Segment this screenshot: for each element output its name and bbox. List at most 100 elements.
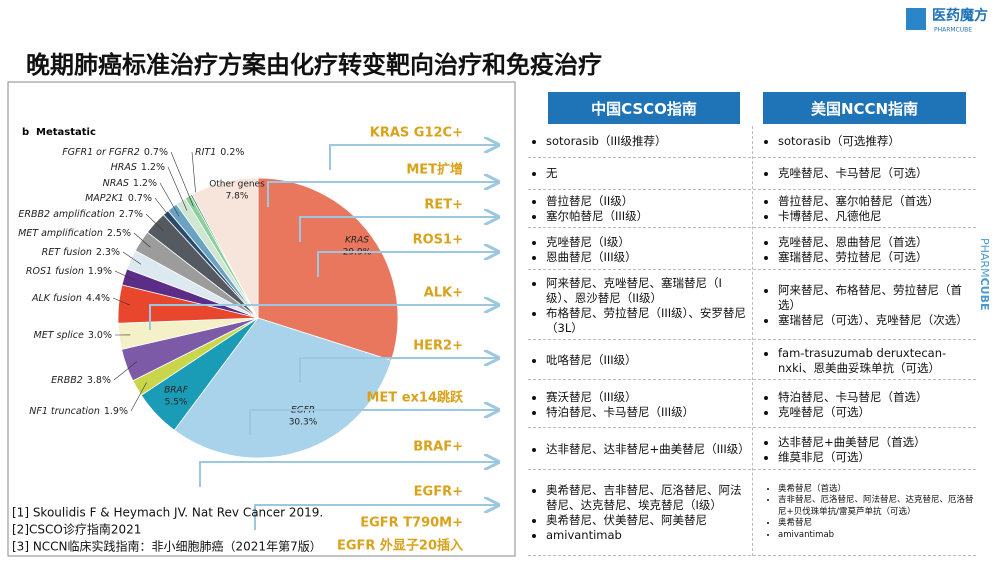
slice-value: 5.5%	[165, 398, 188, 408]
arrow	[299, 217, 498, 242]
target-label: BRAF+	[413, 440, 463, 455]
slice-value: 1.2%	[133, 178, 157, 189]
figure-frame	[7, 81, 516, 557]
drug-item: fam-trasuzumab deruxtecan-nxki、恩美曲妥珠单抗（可…	[778, 346, 974, 376]
slice-category: MET splice	[34, 330, 85, 341]
leader-line	[167, 166, 188, 211]
slice-value: 3.8%	[87, 375, 111, 386]
arrow	[299, 358, 498, 383]
slice-value: 0.2%	[220, 147, 244, 158]
drug-item: 阿来替尼、布格替尼、劳拉替尼（首选）	[778, 283, 974, 313]
slice-value: 2.5%	[107, 228, 131, 239]
side-brand: PHARMCUBE	[978, 238, 991, 310]
slice-category: RET fusion	[42, 247, 92, 258]
slice-value: 1.9%	[88, 266, 112, 277]
drug-list: fam-trasuzumab deruxtecan-nxki、恩美曲妥珠单抗（可…	[760, 346, 974, 376]
slice-category: MAP2K1	[85, 193, 124, 204]
drug-list: sotorasib（可选推荐）	[760, 134, 900, 149]
drug-list: 普拉替尼、塞尔帕替尼（首选）卡博替尼、凡德他尼	[760, 194, 939, 224]
slice-value: 30.3%	[289, 418, 318, 428]
slice-label: KRAS	[345, 236, 369, 246]
drug-list: 无	[528, 166, 558, 181]
slice-value: 4.4%	[86, 293, 110, 304]
slice-category: RIT1	[195, 147, 216, 158]
target-label: KRAS G12C+	[370, 126, 463, 141]
target-label: RET+	[424, 198, 463, 213]
slice-value: 0.7%	[128, 193, 152, 204]
drug-list: 达非替尼+曲美替尼（首选）维莫非尼（可选）	[760, 435, 926, 465]
drug-list: 吡咯替尼（III级）	[528, 353, 637, 368]
drug-item: 普拉替尼（II级）	[546, 194, 648, 209]
drug-list: 普拉替尼（II级）塞尔帕替尼（III级）	[528, 194, 648, 224]
slice-category: ROS1 fusion	[26, 266, 84, 277]
slice-category: NF1 truncation	[29, 406, 100, 417]
drug-list: 达非替尼、达非替尼+曲美替尼（III级）	[528, 442, 750, 457]
drug-item: 普拉替尼、塞尔帕替尼（首选）	[778, 194, 939, 209]
table-row: 普拉替尼（II级）塞尔帕替尼（III级） 普拉替尼、塞尔帕替尼（首选）卡博替尼、凡…	[528, 190, 976, 228]
drug-list: 克唑替尼、恩曲替尼（首选）塞瑞替尼、劳拉替尼（可选）	[760, 235, 928, 265]
leader-line	[130, 382, 147, 412]
references: [1] Skoulidis F & Heymach JV. Nat Rev Ca…	[12, 506, 323, 554]
pie-slice	[191, 177, 259, 319]
drug-list: 奥希替尼（首选）吉非替尼、厄洛替尼、阿法替尼、达克替尼、厄洛替尼+贝伐珠单抗/雷…	[760, 484, 974, 542]
drug-item: 无	[546, 166, 558, 181]
slice-value: 1.2%	[141, 162, 165, 173]
table-cell: 克唑替尼（I级）恩曲替尼（III级）	[528, 230, 750, 269]
drug-list: 赛沃替尼（III级）特泊替尼、卡马替尼（III级）	[528, 390, 694, 420]
drug-item: 达非替尼+曲美替尼（首选）	[778, 435, 926, 450]
drug-item: 布格替尼、劳拉替尼（III级）、安罗替尼（3L）	[546, 306, 750, 336]
slice-category: NRAS	[103, 178, 129, 189]
slice-value: 1.9%	[104, 406, 128, 417]
slice-category: MET amplification	[18, 228, 103, 239]
panel-label: b	[22, 127, 29, 138]
drug-item: 阿来替尼、克唑替尼、塞瑞替尼（I级）、恩沙替尼（II级）	[546, 276, 750, 306]
target-label: EGFR 外显子20插入	[337, 538, 463, 554]
slice-label: MET amplification 2.5%	[18, 228, 131, 239]
target-label: ROS1+	[413, 233, 463, 248]
arrow	[249, 410, 498, 435]
drug-item: 奥希替尼、伏美替尼、阿美替尼	[546, 513, 750, 528]
slice-category: FGFR1 or FGFR2	[62, 147, 140, 158]
slice-label: ERBB2 amplification 2.7%	[18, 209, 143, 220]
slice-category: ERBB2	[51, 375, 83, 386]
table-cell: sotorasib（III级推荐）	[528, 126, 750, 157]
drug-item: 奥希替尼	[778, 518, 974, 530]
drug-item: 克唑替尼、卡马替尼（可选）	[778, 166, 928, 181]
drug-item: 赛沃替尼（III级）	[546, 390, 694, 405]
slice-category: ALK fusion	[31, 293, 82, 304]
slice-label: ALK fusion 4.4%	[31, 293, 110, 304]
slice-label: NRAS 1.2%	[103, 178, 157, 189]
drug-item: 奥希替尼、吉非替尼、厄洛替尼、阿法替尼、达克替尼、埃克替尼（I级）	[546, 483, 750, 513]
table-row: 阿来替尼、克唑替尼、塞瑞替尼（I级）、恩沙替尼（II级）布格替尼、劳拉替尼（II…	[528, 272, 976, 340]
drug-item: 塞瑞替尼、劳拉替尼（可选）	[778, 250, 928, 265]
drug-list: 克唑替尼、卡马替尼（可选）	[760, 166, 928, 181]
table-cell: 特泊替尼、卡马替尼（首选）克唑替尼（可选）	[760, 382, 974, 427]
leader-line	[170, 151, 194, 207]
table-cell: 普拉替尼（II级）塞尔帕替尼（III级）	[528, 190, 750, 227]
table-header: 美国NCCN指南	[763, 92, 966, 124]
drug-item: 特泊替尼、卡马替尼（III级）	[546, 405, 694, 420]
column-divider	[752, 126, 753, 556]
table-cell: sotorasib（可选推荐）	[760, 126, 974, 157]
drug-item: 克唑替尼（I级）	[546, 235, 637, 250]
slide-title: 晚期肺癌标准治疗方案由化疗转变靶向治疗和免疫治疗	[26, 51, 602, 79]
leader-line	[133, 232, 151, 248]
drug-item: 达非替尼、达非替尼+曲美替尼（III级）	[546, 442, 750, 457]
drug-item: 克唑替尼、恩曲替尼（首选）	[778, 235, 928, 250]
table-row: 奥希替尼、吉非替尼、厄洛替尼、阿法替尼、达克替尼、埃克替尼（I级）奥希替尼、伏美…	[528, 470, 976, 556]
slice-label: ROS1 fusion 1.9%	[26, 266, 112, 277]
table-header: 中国CSCO指南	[548, 92, 740, 124]
table-cell: 奥希替尼（首选）吉非替尼、厄洛替尼、阿法替尼、达克替尼、厄洛替尼+贝伐珠单抗/雷…	[760, 470, 974, 555]
drug-item: sotorasib（III级推荐）	[546, 134, 667, 149]
reference: [1] Skoulidis F & Heymach JV. Nat Rev Ca…	[12, 506, 323, 520]
drug-list: 克唑替尼（I级）恩曲替尼（III级）	[528, 235, 637, 265]
table-cell: 奥希替尼、吉非替尼、厄洛替尼、阿法替尼、达克替尼、埃克替尼（I级）奥希替尼、伏美…	[528, 470, 750, 555]
drug-item: 特泊替尼、卡马替尼（首选）	[778, 390, 928, 405]
arrow	[317, 252, 498, 277]
chart-title: Metastatic	[36, 127, 96, 138]
drug-list: sotorasib（III级推荐）	[528, 134, 667, 149]
slice-label: HRAS 1.2%	[111, 162, 165, 173]
leader-line	[145, 213, 164, 231]
